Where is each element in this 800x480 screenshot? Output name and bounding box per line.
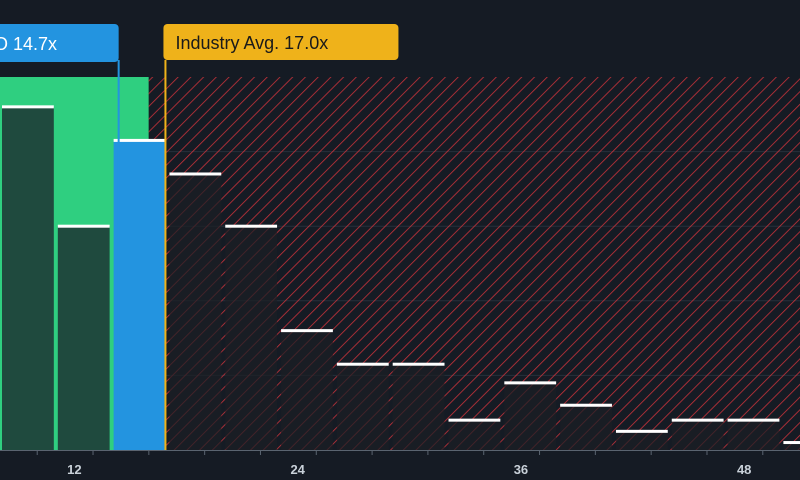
bar-cap-3 xyxy=(113,138,166,142)
tick-label-4: 48 xyxy=(737,462,751,477)
bar-cap-14 xyxy=(727,418,780,422)
bar-cap-15 xyxy=(783,441,800,445)
bar-3 xyxy=(113,140,166,450)
bar-cap-10 xyxy=(504,381,557,385)
company-callout-box xyxy=(0,24,119,62)
bar-cap-1 xyxy=(2,105,54,109)
bar-6 xyxy=(281,330,333,450)
industry-callout-box xyxy=(163,24,399,60)
bar-13 xyxy=(671,420,724,450)
bar-cap-5 xyxy=(225,224,278,228)
bar-4 xyxy=(169,173,222,451)
bar-14 xyxy=(727,420,780,450)
bar-cap-2 xyxy=(57,224,110,228)
bar-cap-9 xyxy=(448,418,501,422)
histogram-bars xyxy=(2,105,800,451)
bar-cap-13 xyxy=(671,418,724,422)
bar-1 xyxy=(2,106,54,450)
bar-15 xyxy=(783,442,800,450)
bar-11 xyxy=(560,405,612,450)
x-axis-ticks: 12 24 36 48 xyxy=(36,450,764,477)
bar-10 xyxy=(504,382,557,450)
tick-label-3: 36 xyxy=(514,462,528,477)
bar-cap-4 xyxy=(169,172,222,176)
bar-5 xyxy=(225,226,278,450)
company-callout-label: O 14.7x xyxy=(0,34,57,54)
bar-7 xyxy=(336,364,389,450)
industry-callout-label: Industry Avg. 17.0x xyxy=(175,33,328,53)
bar-cap-12 xyxy=(615,429,668,433)
bar-8 xyxy=(392,364,445,450)
bar-12 xyxy=(615,431,668,450)
bar-cap-11 xyxy=(560,403,612,407)
industry-callout: Industry Avg. 17.0x xyxy=(163,24,399,60)
tick-label-1: 12 xyxy=(67,462,81,477)
bar-cap-8 xyxy=(392,362,445,366)
bar-cap-7 xyxy=(336,362,389,366)
bar-2 xyxy=(57,226,110,450)
bar-9 xyxy=(448,420,501,450)
company-callout: O 14.7x xyxy=(0,24,119,62)
bar-cap-6 xyxy=(281,329,333,333)
tick-label-2: 24 xyxy=(290,462,305,477)
